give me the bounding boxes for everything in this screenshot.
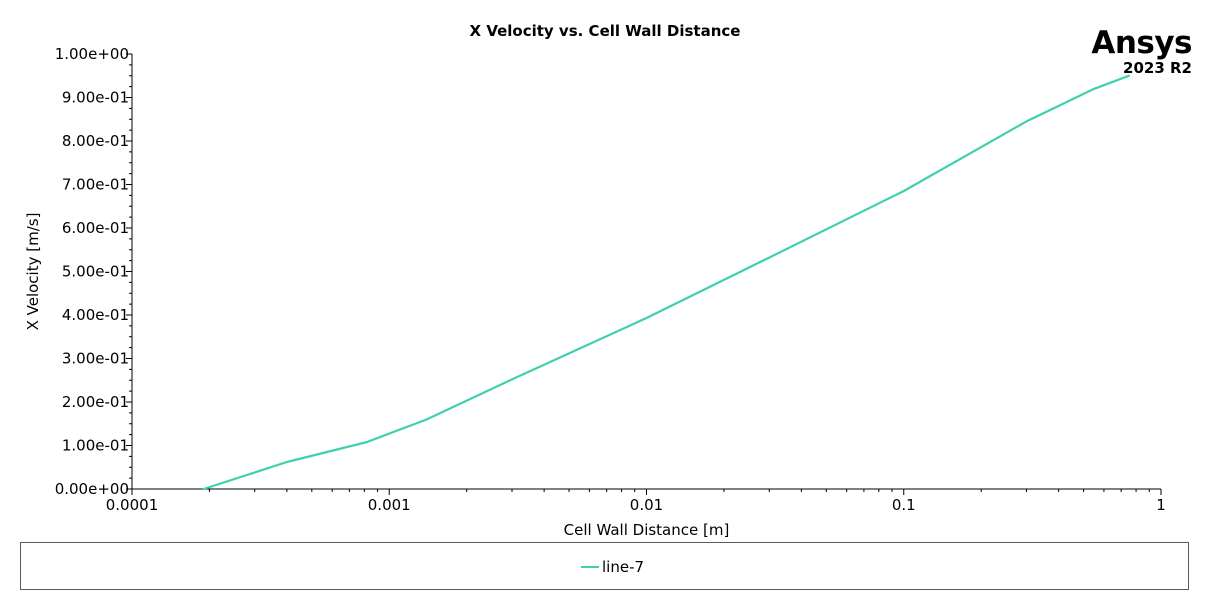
y-tick-label: 0.00e+00 — [55, 480, 129, 498]
ansys-logo: Ansys 2023 R2 — [1091, 26, 1192, 76]
legend-label: line-7 — [602, 558, 645, 576]
legend: line-7 — [20, 542, 1189, 590]
x-tick-label: 0.01 — [630, 496, 663, 514]
x-tick-label: 0.001 — [368, 496, 411, 514]
logo-version-text: 2023 R2 — [1123, 59, 1192, 77]
y-tick-label: 5.00e-01 — [62, 263, 129, 281]
x-tick-label: 0.0001 — [106, 496, 159, 514]
chart-title: X Velocity vs. Cell Wall Distance — [469, 22, 741, 40]
y-tick-label: 7.00e-01 — [62, 176, 129, 194]
x-tick-label: 0.1 — [892, 496, 916, 514]
y-tick-label: 3.00e-01 — [62, 350, 129, 368]
y-tick-label: 1.00e-01 — [62, 437, 129, 455]
y-tick-label: 4.00e-01 — [62, 306, 129, 324]
legend-swatch — [581, 566, 599, 568]
x-tick-label: 1 — [1156, 496, 1166, 514]
legend-entry: line-7 — [581, 558, 644, 576]
y-tick-label: 9.00e-01 — [62, 89, 129, 107]
logo-brand-text: Ansys — [1091, 25, 1192, 61]
y-tick-label: 1.00e+00 — [55, 45, 129, 63]
x-axis-label: Cell Wall Distance [m] — [564, 521, 730, 539]
y-tick-label: 6.00e-01 — [62, 219, 129, 237]
plot-area: 0.00e+00 1.00e-01 2.00e-01 3.00e-01 4.00e-01… — [24, 45, 1166, 539]
y-tick-label: 2.00e-01 — [62, 393, 129, 411]
y-axis-label: X Velocity [m/s] — [24, 213, 42, 331]
y-tick-label: 8.00e-01 — [62, 132, 129, 150]
series-line-line-7 — [202, 74, 1131, 491]
